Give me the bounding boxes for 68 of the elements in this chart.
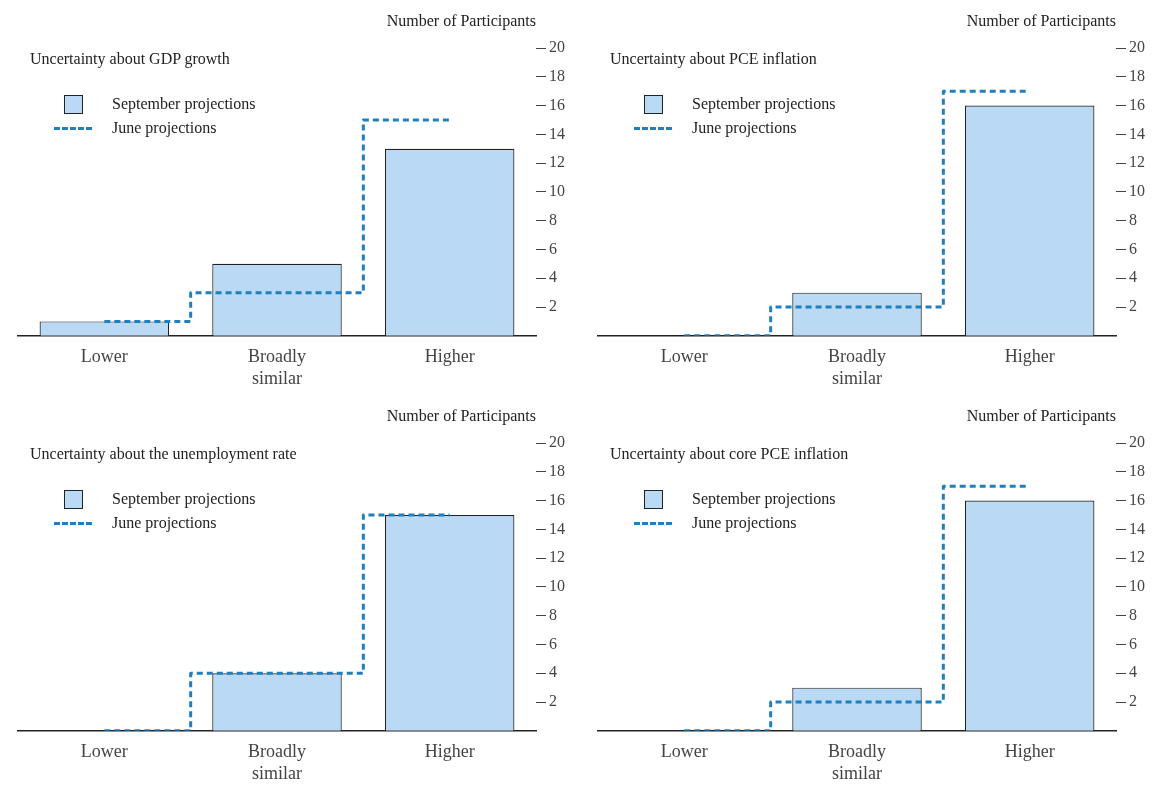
- y-tick-label: 8: [1129, 210, 1137, 228]
- y-tick-label: 10: [1129, 182, 1145, 200]
- y-axis-title: Number of Participants: [386, 407, 536, 426]
- y-tick-label: 14: [1129, 519, 1145, 537]
- y-tick-label: 10: [549, 182, 565, 200]
- y-tick-label: 12: [549, 153, 565, 171]
- x-tick-label: Broadly similar: [828, 346, 886, 388]
- chart-title: Uncertainty about GDP growth: [30, 50, 230, 69]
- y-tick-label: 16: [549, 95, 565, 113]
- y-tick-label: 6: [549, 634, 557, 652]
- y-tick-label: 18: [549, 66, 565, 84]
- y-tick-label: 2: [549, 692, 557, 710]
- y-tick-label: 16: [549, 490, 565, 508]
- chart-title: Uncertainty about PCE inflation: [610, 50, 817, 69]
- y-tick-label: 14: [549, 519, 565, 537]
- y-tick-label: 6: [549, 239, 557, 257]
- legend-label: September projections: [692, 95, 836, 113]
- y-tick-label: 6: [1129, 634, 1137, 652]
- y-tick-label: 12: [1129, 548, 1145, 566]
- x-tick-label: Broadly similar: [828, 741, 886, 783]
- y-tick-label: 4: [549, 663, 557, 681]
- x-tick-label: Broadly similar: [248, 346, 306, 388]
- y-tick-label: 20: [1129, 433, 1145, 451]
- legend-label: June projections: [692, 119, 797, 137]
- y-tick-label: 2: [1129, 297, 1137, 315]
- y-tick-label: 12: [1129, 153, 1145, 171]
- x-tick-label: Higher: [1004, 346, 1055, 367]
- x-tick-label: Higher: [1004, 741, 1055, 762]
- y-tick-label: 4: [1129, 268, 1137, 286]
- y-tick-label: 20: [1129, 38, 1145, 56]
- x-tick-label: Lower: [660, 346, 708, 367]
- y-tick-label: 16: [1129, 95, 1145, 113]
- y-tick-label: 20: [549, 38, 565, 56]
- y-tick-label: 18: [1129, 66, 1145, 84]
- x-tick-label: Higher: [424, 741, 475, 762]
- y-tick-label: 4: [549, 268, 557, 286]
- legend-label: September projections: [692, 490, 836, 508]
- y-tick-label: 18: [1129, 461, 1145, 479]
- y-tick-label: 14: [549, 124, 565, 142]
- y-tick-label: 6: [1129, 239, 1137, 257]
- y-axis-title: Number of Participants: [386, 12, 536, 31]
- x-tick-label: Broadly similar: [248, 741, 306, 783]
- y-tick-label: 10: [549, 577, 565, 595]
- chart-title: Uncertainty about core PCE inflation: [610, 445, 849, 464]
- y-tick-label: 14: [1129, 124, 1145, 142]
- x-tick-label: Higher: [424, 346, 475, 367]
- y-tick-label: 10: [1129, 577, 1145, 595]
- y-tick-label: 4: [1129, 663, 1137, 681]
- legend-label: June projections: [112, 119, 217, 137]
- y-tick-label: 8: [1129, 605, 1137, 623]
- y-tick-label: 8: [549, 210, 557, 228]
- legend-label: June projections: [692, 514, 797, 532]
- legend-label: June projections: [112, 514, 217, 532]
- x-tick-label: Lower: [660, 741, 708, 762]
- legend-label: September projections: [112, 490, 256, 508]
- x-tick-label: Lower: [80, 346, 128, 367]
- x-tick-label: Lower: [80, 741, 128, 762]
- y-tick-label: 12: [549, 548, 565, 566]
- y-tick-label: 8: [549, 605, 557, 623]
- y-tick-label: 2: [549, 297, 557, 315]
- chart-title: Uncertainty about the unemployment rate: [30, 445, 297, 464]
- y-tick-label: 20: [549, 433, 565, 451]
- y-axis-title: Number of Participants: [966, 407, 1116, 426]
- y-axis-title: Number of Participants: [966, 12, 1116, 31]
- y-tick-label: 18: [549, 461, 565, 479]
- y-tick-label: 16: [1129, 490, 1145, 508]
- y-tick-label: 2: [1129, 692, 1137, 710]
- legend-label: September projections: [112, 95, 256, 113]
